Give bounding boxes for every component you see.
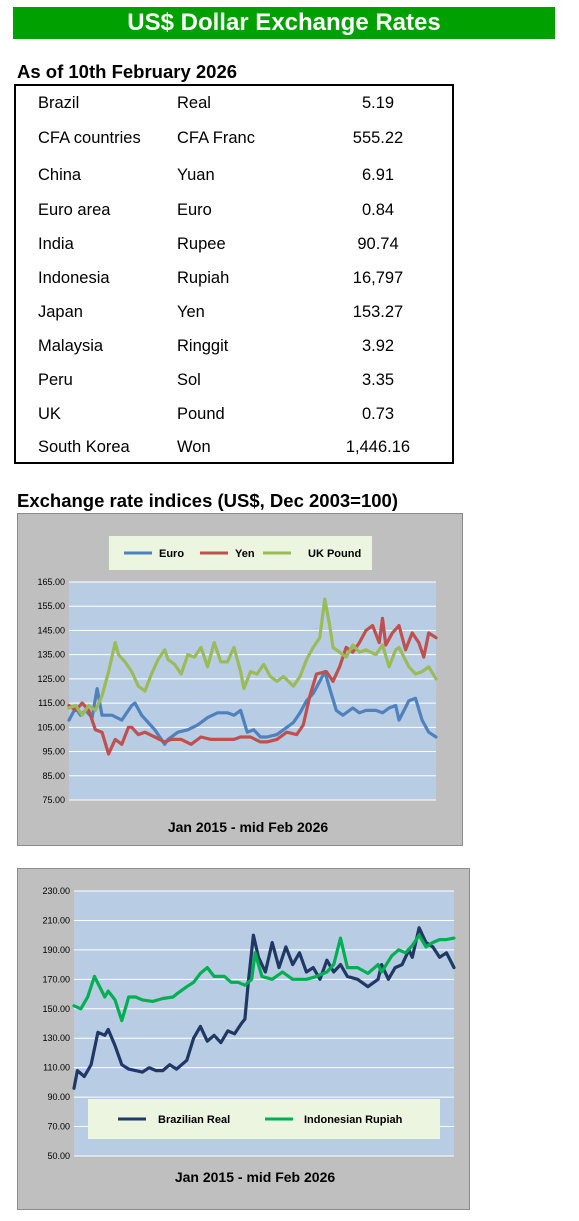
- rate-value: 3.35: [361, 371, 395, 389]
- y-tick-label: 145.00: [37, 625, 65, 635]
- x-axis-label: Jan 2015 - mid Feb 2026: [175, 1169, 336, 1185]
- y-tick-label: 50.00: [47, 1151, 70, 1161]
- y-tick-label: 165.00: [37, 577, 65, 587]
- y-tick-label: 130.00: [42, 1033, 70, 1043]
- series-line-yen: [67, 616, 438, 756]
- y-tick-label: 85.00: [42, 771, 65, 781]
- legend-label: UK Pound: [308, 548, 361, 560]
- y-tick-label: 95.00: [42, 747, 65, 757]
- legend-label: Euro: [159, 548, 184, 560]
- rate-row: CFA countries CFA Franc 555.22: [16, 129, 452, 151]
- series-line-indonesian-rupiah: [72, 933, 456, 1023]
- country-name: Indonesia: [38, 269, 110, 287]
- y-tick-label: 125.00: [37, 674, 65, 684]
- y-tick-label: 190.00: [42, 945, 70, 955]
- currency-name: Rupee: [177, 235, 226, 253]
- rate-row: India Rupee 90.74: [16, 235, 452, 257]
- page-banner: US$ Dollar Exchange Rates: [13, 7, 555, 39]
- rate-row: Japan Yen 153.27: [16, 303, 452, 325]
- currency-name: Yuan: [177, 166, 215, 184]
- rate-value: 3.92: [361, 337, 395, 355]
- y-tick-label: 155.00: [37, 601, 65, 611]
- rate-value: 5.19: [361, 94, 395, 112]
- country-name: Malaysia: [38, 337, 104, 355]
- currency-name: Yen: [177, 303, 205, 321]
- y-tick-label: 105.00: [37, 722, 65, 732]
- y-tick-label: 75.00: [42, 795, 65, 805]
- country-name: South Korea: [38, 438, 130, 456]
- legend-label: Indonesian Rupiah: [304, 1114, 403, 1126]
- currency-name: CFA Franc: [177, 129, 255, 147]
- currency-name: Euro: [177, 201, 212, 219]
- country-name: UK: [38, 405, 61, 423]
- indices-heading: Exchange rate indices (US$, Dec 2003=100…: [17, 490, 398, 511]
- legend-label: Brazilian Real: [158, 1114, 230, 1126]
- rate-row: Brazil Real 5.19: [16, 94, 452, 116]
- rate-value: 0.84: [361, 201, 395, 219]
- country-name: China: [38, 166, 82, 184]
- country-name: Japan: [38, 303, 83, 321]
- currency-name: Ringgit: [177, 337, 229, 355]
- y-tick-label: 210.00: [42, 915, 70, 925]
- y-tick-label: 110.00: [43, 1063, 70, 1073]
- country-name: Euro area: [38, 201, 111, 219]
- rate-row: Malaysia Ringgit 3.92: [16, 337, 452, 359]
- legend-label: Yen: [235, 548, 255, 560]
- rate-row: UK Pound 0.73: [16, 405, 452, 427]
- currency-name: Sol: [177, 371, 201, 389]
- legend-box: [109, 536, 372, 570]
- rate-value: 6.91: [361, 166, 395, 184]
- rates-table: Brazil Real 5.19 CFA countries CFA Franc 555.…: [14, 84, 454, 464]
- currency-name: Real: [177, 94, 211, 112]
- rate-row: Euro area Euro 0.84: [16, 201, 452, 223]
- y-tick-label: 150.00: [42, 1004, 70, 1014]
- rate-value: 153.27: [352, 303, 404, 321]
- series-line-uk-pound: [67, 597, 438, 717]
- y-tick-label: 230.00: [42, 886, 70, 896]
- rate-value: 555.22: [352, 129, 404, 147]
- plot-area: [69, 582, 436, 800]
- chart-emerging-currencies: 230.00 210.00 190.00 170.00 150.00 130.00 110.…: [17, 868, 470, 1210]
- country-name: Peru: [38, 371, 73, 389]
- x-axis-label: Jan 2015 - mid Feb 2026: [168, 819, 329, 835]
- y-tick-label: 135.00: [37, 650, 65, 660]
- country-name: CFA countries: [38, 129, 141, 147]
- country-name: Brazil: [38, 94, 80, 112]
- chart-major-currencies-svg: 165.00 155.00 145.00 135.00 125.00 115.00 105.…: [37, 536, 438, 835]
- y-tick-label: 170.00: [42, 974, 70, 984]
- rate-value: 16,797: [352, 269, 404, 287]
- rates-date-heading: As of 10th February 2026: [17, 61, 238, 82]
- legend-box: [88, 1099, 440, 1139]
- chart-emerging-currencies-svg: 230.00 210.00 190.00 170.00 150.00 130.00 110.…: [42, 886, 456, 1185]
- rate-row: Peru Sol 3.35: [16, 371, 452, 393]
- y-tick-label: 90.00: [47, 1092, 70, 1102]
- y-tick-label: 70.00: [47, 1122, 70, 1132]
- rate-value: 0.73: [361, 405, 395, 423]
- chart-major-currencies: 165.00 155.00 145.00 135.00 125.00 115.00 105.…: [17, 513, 463, 846]
- rate-row: South Korea Won 1,446.16: [16, 438, 452, 460]
- rate-value: 90.74: [357, 235, 399, 253]
- rate-row: China Yuan 6.91: [16, 166, 452, 188]
- series-line-brazilian-real: [72, 926, 456, 1090]
- rate-row: Indonesia Rupiah 16,797: [16, 269, 452, 291]
- series-line-euro: [67, 670, 438, 746]
- country-name: India: [38, 235, 74, 253]
- currency-name: Rupiah: [177, 269, 230, 287]
- y-tick-label: 115.00: [38, 698, 65, 708]
- currency-name: Pound: [177, 405, 225, 423]
- currency-name: Won: [177, 438, 211, 456]
- rate-value: 1,446.16: [345, 438, 411, 456]
